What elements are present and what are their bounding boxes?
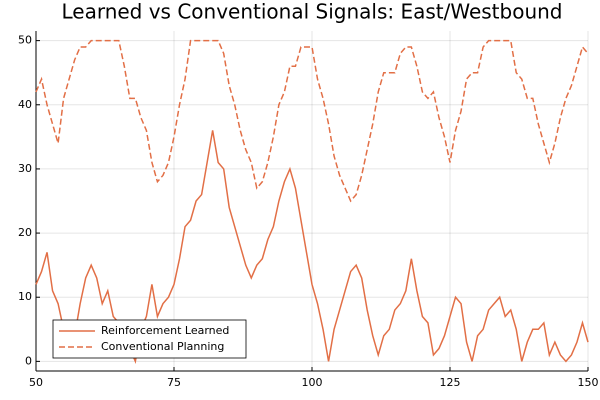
- y-tick-label: 40: [18, 98, 32, 111]
- x-tick-label: 75: [167, 376, 181, 389]
- x-tick-label: 50: [29, 376, 43, 389]
- x-tick-label: 100: [302, 376, 323, 389]
- y-tick-label: 0: [25, 354, 32, 367]
- y-tick-label: 50: [18, 34, 32, 47]
- legend-label: Reinforcement Learned: [101, 324, 229, 337]
- x-tick-label: 125: [440, 376, 461, 389]
- y-tick-label: 20: [18, 226, 32, 239]
- series-line: [35, 39, 589, 203]
- chart-title: Learned vs Conventional Signals: East/We…: [61, 0, 562, 24]
- y-tick-label: 30: [18, 162, 32, 175]
- legend: Reinforcement Learned Conventional Planni…: [52, 319, 247, 359]
- y-tick-label: 10: [18, 290, 32, 303]
- legend-box: [52, 319, 247, 359]
- x-tick-label: 150: [578, 376, 599, 389]
- legend-label: Conventional Planning: [101, 340, 224, 353]
